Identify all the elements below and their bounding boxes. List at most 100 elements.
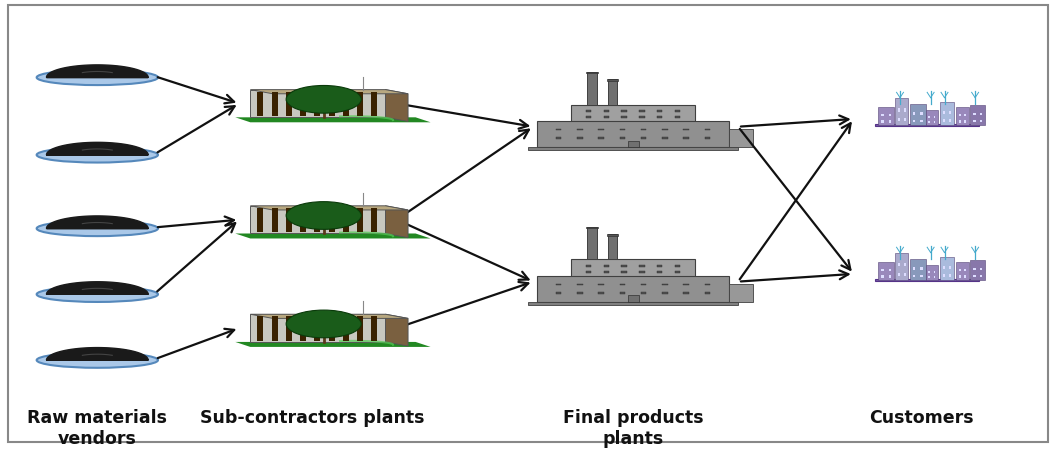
FancyBboxPatch shape (343, 208, 348, 232)
FancyBboxPatch shape (586, 116, 591, 118)
FancyBboxPatch shape (964, 114, 966, 116)
Text: Final products
plants: Final products plants (563, 409, 703, 448)
FancyBboxPatch shape (599, 284, 604, 285)
FancyBboxPatch shape (898, 108, 900, 111)
FancyBboxPatch shape (921, 120, 923, 122)
FancyBboxPatch shape (904, 263, 906, 267)
FancyBboxPatch shape (980, 275, 982, 277)
FancyBboxPatch shape (675, 110, 680, 112)
FancyBboxPatch shape (662, 292, 667, 294)
Polygon shape (250, 206, 408, 210)
FancyBboxPatch shape (620, 284, 625, 285)
FancyBboxPatch shape (578, 137, 583, 139)
FancyBboxPatch shape (921, 112, 923, 114)
FancyBboxPatch shape (639, 116, 644, 118)
Circle shape (286, 86, 361, 113)
FancyBboxPatch shape (343, 92, 348, 116)
FancyBboxPatch shape (372, 316, 377, 341)
FancyBboxPatch shape (904, 273, 906, 276)
FancyBboxPatch shape (250, 206, 385, 234)
FancyBboxPatch shape (949, 266, 951, 268)
FancyBboxPatch shape (683, 292, 689, 294)
FancyBboxPatch shape (662, 284, 667, 285)
FancyBboxPatch shape (587, 227, 597, 260)
FancyBboxPatch shape (641, 129, 646, 131)
FancyBboxPatch shape (586, 271, 591, 273)
FancyBboxPatch shape (271, 208, 278, 232)
FancyBboxPatch shape (904, 118, 906, 121)
FancyBboxPatch shape (913, 112, 916, 114)
FancyBboxPatch shape (657, 265, 662, 267)
FancyBboxPatch shape (599, 292, 604, 294)
FancyBboxPatch shape (898, 273, 900, 276)
FancyBboxPatch shape (964, 269, 966, 271)
FancyBboxPatch shape (956, 262, 968, 280)
FancyBboxPatch shape (898, 263, 900, 267)
FancyBboxPatch shape (928, 271, 930, 273)
FancyBboxPatch shape (300, 208, 306, 232)
FancyBboxPatch shape (970, 260, 985, 280)
FancyBboxPatch shape (904, 108, 906, 111)
FancyBboxPatch shape (729, 129, 753, 147)
FancyBboxPatch shape (315, 92, 320, 116)
FancyBboxPatch shape (729, 284, 753, 302)
FancyBboxPatch shape (980, 268, 982, 270)
FancyBboxPatch shape (959, 114, 961, 116)
FancyBboxPatch shape (258, 208, 264, 232)
FancyBboxPatch shape (704, 284, 710, 285)
FancyBboxPatch shape (910, 104, 926, 125)
FancyBboxPatch shape (949, 111, 951, 114)
FancyBboxPatch shape (882, 120, 884, 123)
FancyBboxPatch shape (639, 271, 644, 273)
FancyBboxPatch shape (587, 72, 597, 104)
Polygon shape (385, 90, 408, 121)
FancyBboxPatch shape (578, 284, 583, 285)
FancyBboxPatch shape (910, 259, 926, 280)
FancyBboxPatch shape (620, 292, 625, 294)
FancyBboxPatch shape (959, 269, 961, 271)
FancyBboxPatch shape (258, 316, 264, 341)
FancyBboxPatch shape (604, 110, 609, 112)
FancyBboxPatch shape (675, 265, 680, 267)
FancyBboxPatch shape (913, 267, 916, 270)
FancyBboxPatch shape (343, 316, 348, 341)
FancyBboxPatch shape (571, 260, 695, 278)
FancyBboxPatch shape (328, 208, 335, 232)
Ellipse shape (37, 287, 158, 302)
FancyBboxPatch shape (639, 110, 644, 112)
FancyBboxPatch shape (250, 314, 385, 342)
FancyBboxPatch shape (926, 110, 938, 125)
FancyBboxPatch shape (959, 120, 961, 123)
FancyBboxPatch shape (704, 137, 710, 139)
FancyBboxPatch shape (928, 116, 930, 118)
FancyBboxPatch shape (921, 267, 923, 270)
Ellipse shape (37, 70, 158, 85)
Polygon shape (235, 117, 431, 122)
FancyBboxPatch shape (586, 227, 598, 228)
FancyBboxPatch shape (604, 265, 609, 267)
FancyBboxPatch shape (964, 275, 966, 278)
FancyBboxPatch shape (620, 129, 625, 131)
FancyBboxPatch shape (943, 266, 945, 268)
FancyBboxPatch shape (608, 234, 617, 260)
FancyBboxPatch shape (621, 265, 627, 267)
FancyBboxPatch shape (286, 92, 291, 116)
Polygon shape (46, 142, 148, 155)
FancyBboxPatch shape (662, 137, 667, 139)
FancyBboxPatch shape (888, 269, 891, 271)
FancyBboxPatch shape (940, 257, 955, 280)
FancyBboxPatch shape (657, 116, 662, 118)
FancyBboxPatch shape (621, 116, 627, 118)
Polygon shape (385, 314, 408, 346)
Polygon shape (250, 90, 408, 94)
FancyBboxPatch shape (943, 274, 945, 277)
FancyBboxPatch shape (882, 114, 884, 116)
FancyBboxPatch shape (926, 265, 938, 280)
Ellipse shape (37, 221, 158, 236)
FancyBboxPatch shape (627, 295, 639, 302)
FancyBboxPatch shape (328, 92, 335, 116)
FancyBboxPatch shape (675, 116, 680, 118)
FancyBboxPatch shape (604, 271, 609, 273)
FancyBboxPatch shape (357, 316, 363, 341)
FancyBboxPatch shape (555, 284, 562, 285)
